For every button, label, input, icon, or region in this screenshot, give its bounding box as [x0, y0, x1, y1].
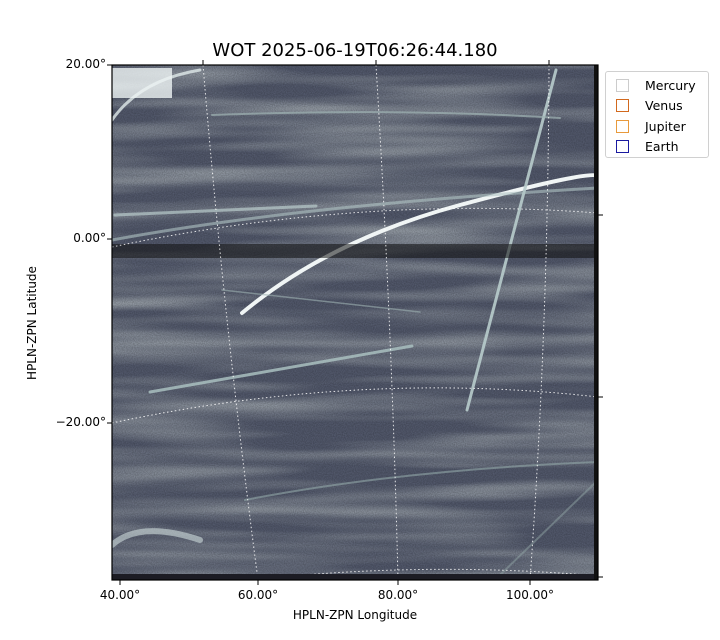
- legend: Mercury Venus Jupiter Earth: [605, 71, 709, 158]
- streak: [113, 204, 318, 217]
- streak: [244, 461, 598, 501]
- streak: [240, 173, 598, 315]
- legend-item: Earth: [616, 137, 679, 157]
- legend-swatch: [616, 140, 629, 153]
- x-tick-label: 100.00°: [506, 588, 554, 602]
- streak: [148, 344, 414, 394]
- legend-swatch: [616, 119, 629, 133]
- image-noise: [112, 65, 598, 580]
- streak: [112, 528, 203, 548]
- grid-line: [112, 207, 598, 248]
- legend-label: Venus: [645, 98, 683, 113]
- streak: [499, 479, 598, 576]
- legend-label: Earth: [645, 139, 679, 154]
- legend-item: Mercury: [616, 75, 696, 95]
- y-tick-label: 20.00°: [65, 57, 106, 71]
- legend-label: Mercury: [645, 77, 696, 93]
- grid-line: [375, 65, 399, 580]
- y-tick-label: 0.00°: [73, 231, 106, 245]
- legend-swatch: [616, 78, 629, 92]
- chart-title: WOT 2025-06-19T06:26:44.180: [212, 40, 498, 61]
- x-axis-label: HPLN-ZPN Longitude: [292, 608, 418, 622]
- dark-band: [112, 244, 598, 258]
- x-tick-label: 80.00°: [377, 588, 419, 602]
- y-axis-label: HPLN-ZPN Latitude: [25, 266, 39, 380]
- x-tick-label: 40.00°: [99, 588, 141, 602]
- bright-corner: [112, 68, 172, 98]
- streak: [211, 111, 561, 119]
- grid-line: [202, 65, 259, 580]
- axes-frame: [111, 64, 599, 581]
- legend-swatch: [616, 99, 629, 112]
- streak: [112, 186, 598, 242]
- legend-label: Jupiter: [645, 118, 686, 134]
- grid-line: [529, 65, 550, 580]
- y-tick-label: −20.00°: [55, 415, 106, 429]
- legend-item: Jupiter: [616, 116, 686, 136]
- legend-item: Venus: [616, 96, 683, 116]
- x-tick-label: 60.00°: [237, 588, 279, 602]
- grid-line: [112, 387, 598, 424]
- streak: [221, 289, 421, 313]
- streak: [465, 68, 558, 412]
